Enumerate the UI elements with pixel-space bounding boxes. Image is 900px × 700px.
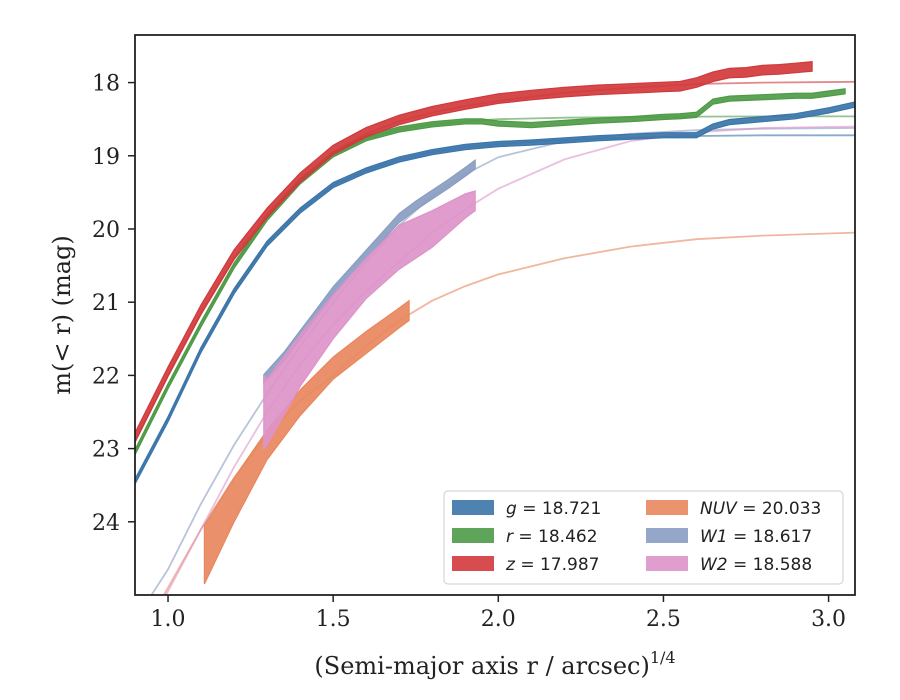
legend-band-value: = 18.462 xyxy=(513,527,598,547)
observed-band-g xyxy=(135,101,855,485)
observed-band-w2 xyxy=(263,190,476,451)
y-tick-label: 20 xyxy=(92,218,120,243)
legend-band-value: = 20.033 xyxy=(737,499,822,519)
observed-band-z xyxy=(135,61,813,443)
y-tick-label: 22 xyxy=(92,364,120,389)
plot-frame xyxy=(134,34,856,596)
legend-band-name: W2 xyxy=(700,555,728,575)
legend-swatch-r xyxy=(452,528,494,543)
legend-label-w1: W1 = 18.617 xyxy=(700,527,812,547)
x-axis-label-text: (Semi-major axis r / arcsec) xyxy=(314,652,649,680)
legend-band-value: = 18.617 xyxy=(728,527,813,547)
x-axis-label: (Semi-major axis r / arcsec)1/4 xyxy=(314,648,675,680)
legend-band-name: NUV xyxy=(700,499,738,519)
legend-band-name: W1 xyxy=(700,527,728,547)
x-axis-label-superscript: 1/4 xyxy=(650,648,676,667)
legend-label-w2: W2 = 18.588 xyxy=(700,555,812,575)
x-tick-label: 3.0 xyxy=(811,607,846,632)
data-layer xyxy=(135,61,855,595)
legend-label-r: r = 18.462 xyxy=(506,527,598,547)
observed-band-r xyxy=(135,88,846,456)
x-tick-label: 1.0 xyxy=(151,607,186,632)
legend-band-name: g xyxy=(506,499,517,519)
y-tick-label: 21 xyxy=(92,291,120,316)
legend-band-value: = 18.588 xyxy=(728,555,813,575)
legend-swatch-g xyxy=(452,500,494,515)
x-axis: 1.0 1.5 2.0 2.5 3.0 xyxy=(151,595,846,632)
legend-band-name: z xyxy=(505,555,516,575)
x-tick-label: 1.5 xyxy=(316,607,351,632)
legend-swatch-z xyxy=(452,556,494,571)
legend-swatch-w1 xyxy=(646,528,688,543)
y-axis: 18 19 20 21 22 23 24 xyxy=(92,72,135,536)
legend-label-g: g = 18.721 xyxy=(506,499,601,519)
x-tick-label: 2.5 xyxy=(646,607,681,632)
x-tick-label: 2.0 xyxy=(481,607,516,632)
legend-band-value: = 18.721 xyxy=(517,499,602,519)
y-axis-label: m(< r) (mag) xyxy=(48,235,76,394)
legend-band-name: r xyxy=(506,527,514,547)
legend-label-z: z = 17.987 xyxy=(505,555,599,575)
legend-swatch-w2 xyxy=(646,556,688,571)
legend-swatch-nuv xyxy=(646,500,688,515)
legend-band-value: = 17.987 xyxy=(515,555,600,575)
legend-box xyxy=(443,490,844,585)
y-tick-label: 23 xyxy=(92,438,120,463)
legend-label-nuv: NUV = 20.033 xyxy=(700,499,821,519)
y-tick-label: 24 xyxy=(92,511,120,536)
y-tick-label: 18 xyxy=(92,72,120,97)
y-tick-label: 19 xyxy=(92,145,120,170)
